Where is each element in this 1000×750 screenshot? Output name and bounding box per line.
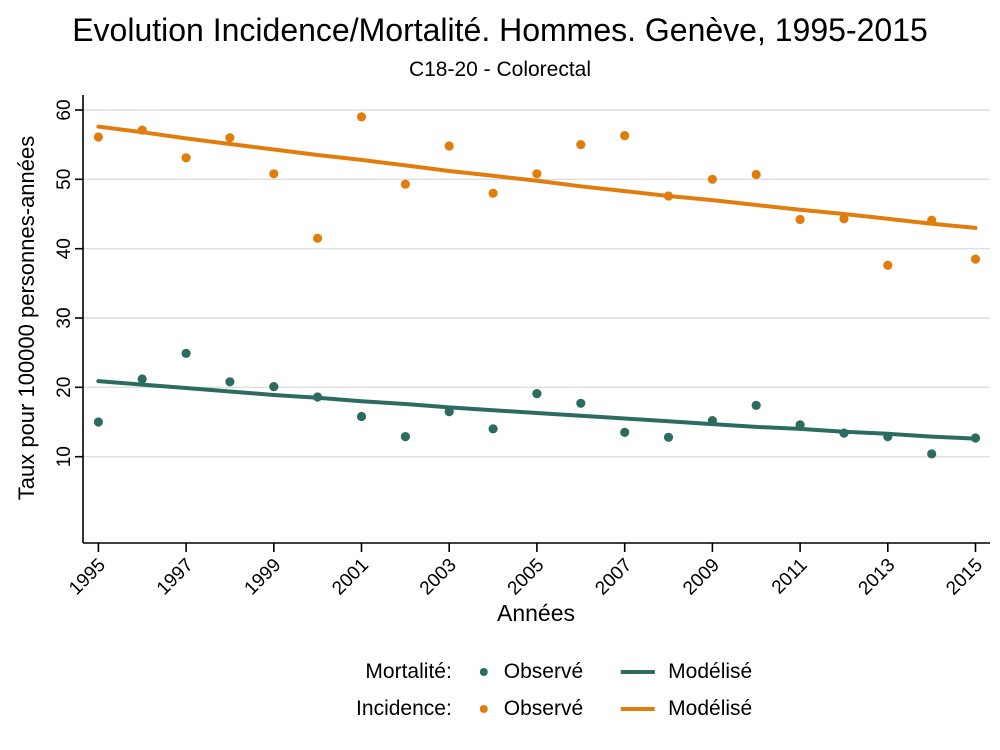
incidence-observed-point (576, 140, 586, 150)
x-tick-label: 1997 (153, 555, 198, 600)
mortality-observed-point (269, 382, 279, 392)
y-tick-label: 40 (54, 238, 75, 259)
mortality-observed-point (137, 374, 147, 384)
mortality-observed-point (927, 449, 937, 459)
incidence-observed-point (663, 191, 674, 201)
legend-observed-label: Observé (503, 659, 584, 683)
mortality-observed-point (795, 420, 805, 430)
incidence-observed-point (707, 174, 718, 184)
x-tick-label: 2011 (768, 555, 812, 599)
incidence-observed-point (620, 131, 630, 141)
incidence-observed-point (532, 169, 542, 179)
mortality-observed-point (488, 424, 498, 434)
mortality-observed-point (707, 416, 718, 426)
y-tick-label: 60 (54, 99, 75, 120)
incidence-observed-point (751, 169, 761, 180)
y-tick-label: 30 (54, 307, 75, 328)
incidence-observed-point (400, 179, 410, 189)
mortality-observed-point (225, 377, 235, 387)
incidence-observed-point (269, 169, 279, 179)
mortality-observed-point (181, 348, 191, 358)
plot-area: 10 20 30 40 50 60 1995 1997 1999 2001 2003 2005 2007… (54, 95, 990, 600)
legend-modeled-label: Modélisé (668, 696, 753, 720)
incidence-modeled-line-icon (621, 706, 656, 711)
x-tick-label: 1995 (65, 555, 110, 600)
mortality-observed-point (444, 407, 454, 417)
mortality-observed-point (883, 432, 893, 442)
incidence-observed-point (488, 188, 498, 198)
chart-title: Evolution Incidence/Mortalité. Hommes. G… (72, 12, 928, 48)
x-tick-label: 2001 (328, 555, 373, 600)
incidence-observed-point (839, 214, 849, 224)
incidence-observed-point (356, 112, 367, 122)
x-tick-label: 1999 (241, 555, 286, 600)
mortality-observed-point (532, 389, 542, 399)
x-tick-label: 2007 (591, 555, 636, 600)
legend-series-label: Mortalité: (365, 659, 452, 683)
incidence-observed-point (93, 132, 103, 142)
x-tick-label: 2009 (679, 555, 724, 600)
incidence-observed-point (883, 260, 893, 270)
mortality-observed-point (663, 432, 674, 442)
mortality-modeled-line-icon (621, 669, 656, 674)
chart-subtitle: C18-20 - Colorectal (408, 58, 592, 81)
x-axis-title: Années (496, 600, 576, 626)
mortality-observed-point (400, 432, 410, 442)
incidence-observed-point (970, 254, 981, 264)
mortality-observed-point (620, 427, 630, 437)
mortality-observed-point (313, 392, 323, 402)
mortality-observed-point (93, 417, 103, 427)
x-tick-label: 2005 (504, 555, 549, 600)
mortality-observed-point (356, 411, 367, 422)
mortality-modeled-line (96, 379, 978, 441)
legend-observed-label: Observé (503, 696, 584, 720)
incidence-observed-point (137, 125, 147, 135)
incidence-observed-point (225, 133, 235, 143)
legend-modeled-label: Modélisé (668, 659, 753, 683)
mortality-observed-point (970, 433, 981, 443)
incidence-observed-marker-icon (479, 704, 488, 713)
y-tick-label: 50 (54, 169, 75, 190)
mortality-observed-point (751, 400, 761, 410)
legend-row-incidence: Incidence: Observé Modélisé (320, 690, 752, 727)
x-tick-label: 2003 (416, 555, 461, 600)
legend-row-mortality: Mortalité: Observé Modélisé (320, 653, 752, 690)
incidence-modeled-line (96, 124, 978, 230)
incidence-observed-point (313, 233, 323, 243)
incidence-observed-point (795, 214, 805, 225)
legend-series-label: Incidence: (356, 696, 452, 720)
y-tick-label: 10 (54, 446, 75, 467)
incidence-observed-point (444, 141, 454, 151)
x-tick-label: 2013 (855, 555, 900, 600)
legend: Mortalité: Observé Modélisé Incidence: O… (320, 653, 752, 727)
y-tick-label: 20 (54, 377, 75, 398)
incidence-observed-point (181, 153, 191, 163)
mortality-observed-marker-icon (479, 667, 488, 676)
mortality-observed-point (576, 398, 586, 408)
incidence-observed-point (927, 215, 937, 225)
mortality-observed-point (839, 428, 849, 438)
x-tick-label: 2015 (942, 555, 987, 600)
